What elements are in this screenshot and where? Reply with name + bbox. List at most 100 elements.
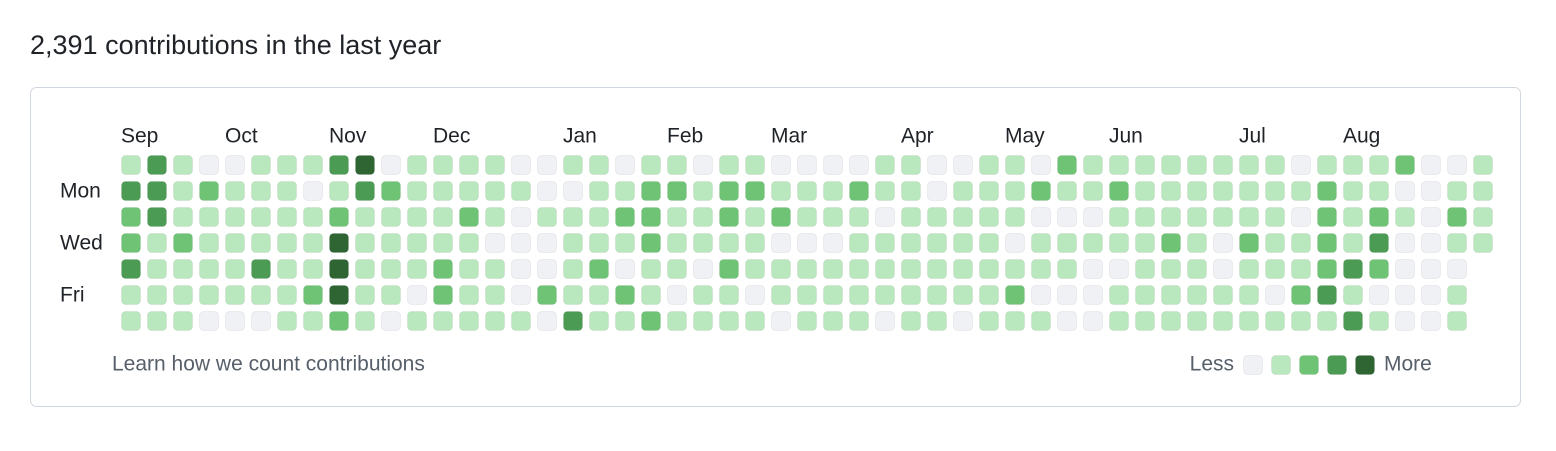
contribution-cell[interactable] [1421,181,1441,201]
contribution-cell[interactable] [1057,259,1077,279]
contribution-cell[interactable] [1161,259,1181,279]
contribution-cell[interactable] [849,181,869,201]
contribution-cell[interactable] [1109,181,1129,201]
contribution-cell[interactable] [1239,259,1259,279]
contribution-cell[interactable] [277,181,297,201]
contribution-cell[interactable] [1213,155,1233,175]
contribution-cell[interactable] [381,285,401,305]
contribution-cell[interactable] [407,311,427,331]
contribution-cell[interactable] [875,311,895,331]
contribution-cell[interactable] [329,207,349,227]
contribution-cell[interactable] [277,259,297,279]
contribution-cell[interactable] [1083,311,1103,331]
contribution-cell[interactable] [1395,233,1415,253]
contribution-cell[interactable] [1031,207,1051,227]
contribution-cell[interactable] [1005,181,1025,201]
contribution-cell[interactable] [1447,207,1467,227]
contribution-cell[interactable] [537,233,557,253]
contribution-cell[interactable] [719,285,739,305]
contribution-cell[interactable] [927,207,947,227]
contribution-cell[interactable] [849,207,869,227]
contribution-cell[interactable] [1005,233,1025,253]
contribution-cell[interactable] [771,311,791,331]
contribution-cell[interactable] [459,207,479,227]
contribution-cell[interactable] [1213,311,1233,331]
contribution-cell[interactable] [589,311,609,331]
contribution-cell[interactable] [589,233,609,253]
contribution-cell[interactable] [823,259,843,279]
contribution-cell[interactable] [1161,233,1181,253]
contribution-cell[interactable] [1135,259,1155,279]
contribution-cell[interactable] [1135,285,1155,305]
contribution-cell[interactable] [251,259,271,279]
contribution-cell[interactable] [875,233,895,253]
contribution-cell[interactable] [1057,207,1077,227]
contribution-cell[interactable] [121,311,141,331]
contribution-cell[interactable] [1343,181,1363,201]
contribution-cell[interactable] [459,311,479,331]
contribution-cell[interactable] [901,285,921,305]
contribution-cell[interactable] [849,259,869,279]
contribution-cell[interactable] [979,285,999,305]
contribution-cell[interactable] [797,181,817,201]
contribution-cell[interactable] [693,285,713,305]
contribution-cell[interactable] [277,311,297,331]
contribution-cell[interactable] [979,233,999,253]
contribution-cell[interactable] [953,285,973,305]
contribution-cell[interactable] [771,259,791,279]
contribution-cell[interactable] [1291,207,1311,227]
contribution-cell[interactable] [1343,311,1363,331]
contribution-cell[interactable] [355,285,375,305]
contribution-cell[interactable] [121,285,141,305]
contribution-cell[interactable] [433,155,453,175]
contribution-cell[interactable] [1187,259,1207,279]
contribution-cell[interactable] [641,155,661,175]
contribution-cell[interactable] [407,259,427,279]
contribution-cell[interactable] [147,259,167,279]
contribution-cell[interactable] [1291,311,1311,331]
contribution-cell[interactable] [1239,207,1259,227]
contribution-cell[interactable] [1109,233,1129,253]
contribution-cell[interactable] [1317,311,1337,331]
contribution-cell[interactable] [537,311,557,331]
contribution-cell[interactable] [615,181,635,201]
contribution-cell[interactable] [797,259,817,279]
contribution-cell[interactable] [1083,233,1103,253]
contribution-cell[interactable] [1369,233,1389,253]
contribution-cell[interactable] [1343,259,1363,279]
contribution-cell[interactable] [537,285,557,305]
contribution-cell[interactable] [251,155,271,175]
contribution-cell[interactable] [1291,233,1311,253]
contribution-cell[interactable] [589,155,609,175]
contribution-cell[interactable] [1135,181,1155,201]
contribution-cell[interactable] [563,259,583,279]
contribution-cell[interactable] [1369,259,1389,279]
contribution-cell[interactable] [823,207,843,227]
contribution-cell[interactable] [719,233,739,253]
contribution-cell[interactable] [615,311,635,331]
contribution-cell[interactable] [277,155,297,175]
contribution-cell[interactable] [225,155,245,175]
contribution-cell[interactable] [1161,285,1181,305]
contribution-cell[interactable] [901,311,921,331]
contribution-cell[interactable] [199,259,219,279]
contribution-cell[interactable] [1161,181,1181,201]
contribution-cell[interactable] [719,207,739,227]
contribution-cell[interactable] [1187,181,1207,201]
contribution-cell[interactable] [823,233,843,253]
contribution-cell[interactable] [1005,155,1025,175]
contribution-cell[interactable] [1187,155,1207,175]
contribution-cell[interactable] [433,181,453,201]
contribution-cell[interactable] [173,155,193,175]
contribution-cell[interactable] [797,285,817,305]
contribution-cell[interactable] [1083,181,1103,201]
contribution-cell[interactable] [1421,285,1441,305]
contribution-cell[interactable] [1473,233,1493,253]
contribution-cell[interactable] [797,207,817,227]
contribution-cell[interactable] [1395,181,1415,201]
contribution-cell[interactable] [693,207,713,227]
contribution-cell[interactable] [433,311,453,331]
contribution-cell[interactable] [1265,155,1285,175]
contribution-cell[interactable] [225,285,245,305]
contribution-cell[interactable] [693,259,713,279]
